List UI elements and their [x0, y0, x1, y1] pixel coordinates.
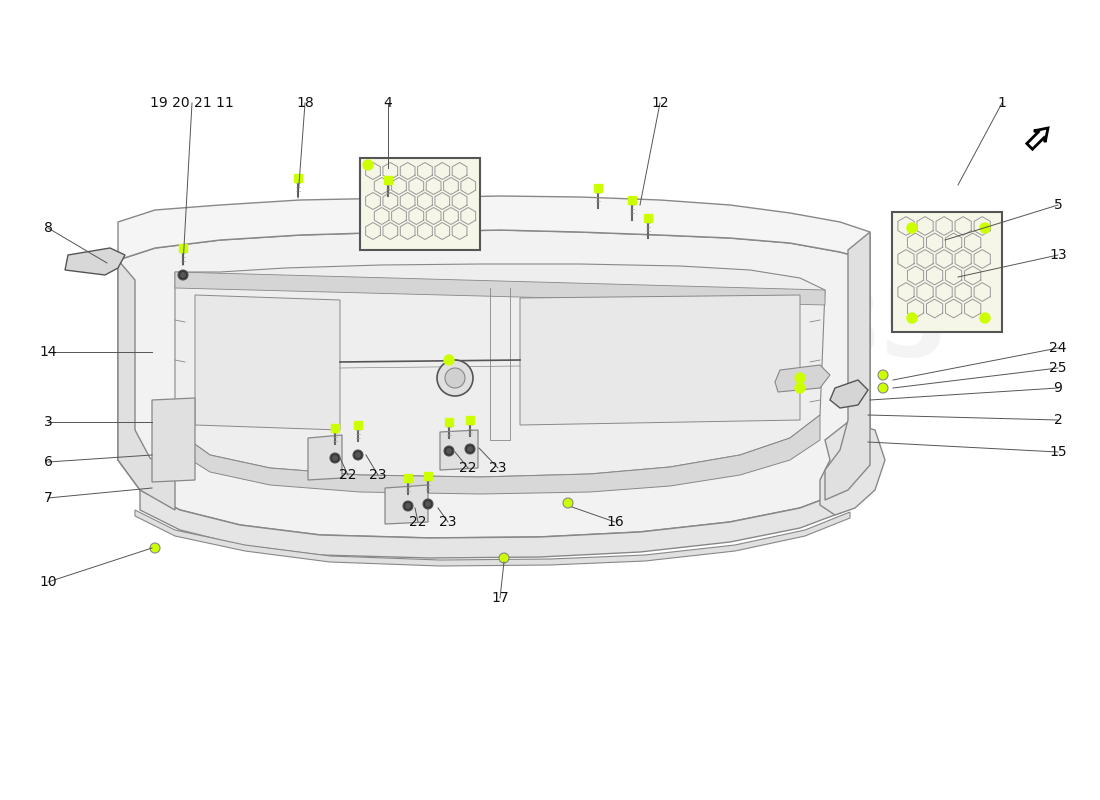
Text: 8: 8: [44, 221, 53, 235]
Text: 18: 18: [296, 96, 314, 110]
Polygon shape: [440, 430, 478, 470]
Text: 12: 12: [651, 96, 669, 110]
Text: 22: 22: [339, 468, 356, 482]
Polygon shape: [65, 248, 125, 275]
Polygon shape: [195, 295, 340, 430]
Polygon shape: [776, 365, 830, 392]
Polygon shape: [825, 232, 870, 500]
Circle shape: [403, 501, 412, 511]
Polygon shape: [830, 380, 868, 408]
Text: 2: 2: [1054, 413, 1063, 427]
Text: 7: 7: [44, 491, 53, 505]
Text: 22: 22: [409, 515, 427, 529]
Text: 19 20 21 11: 19 20 21 11: [150, 96, 234, 110]
Circle shape: [150, 543, 160, 553]
Circle shape: [444, 446, 454, 456]
Circle shape: [499, 553, 509, 563]
Circle shape: [563, 498, 573, 508]
Text: 6: 6: [44, 455, 53, 469]
Bar: [446, 418, 453, 426]
Circle shape: [980, 313, 990, 323]
Text: 23: 23: [439, 515, 456, 529]
Text: 10: 10: [40, 575, 57, 589]
Text: 16: 16: [606, 515, 624, 529]
Text: 13: 13: [1049, 248, 1067, 262]
Circle shape: [355, 452, 361, 458]
Polygon shape: [152, 398, 195, 482]
Circle shape: [330, 453, 340, 463]
Circle shape: [446, 448, 452, 454]
Text: 22: 22: [460, 461, 476, 475]
Text: a passion for parts since 85: a passion for parts since 85: [408, 477, 772, 503]
Circle shape: [908, 223, 917, 233]
Text: europ  ces: europ ces: [376, 383, 823, 457]
Circle shape: [437, 360, 473, 396]
Circle shape: [878, 383, 888, 393]
Circle shape: [332, 455, 338, 461]
Polygon shape: [520, 295, 800, 425]
Bar: [331, 424, 339, 432]
Circle shape: [424, 499, 433, 509]
Text: 23: 23: [490, 461, 507, 475]
Text: 3: 3: [44, 415, 53, 429]
Circle shape: [795, 383, 805, 393]
Polygon shape: [175, 415, 819, 494]
Circle shape: [425, 501, 431, 507]
Polygon shape: [820, 422, 886, 515]
Polygon shape: [118, 196, 870, 260]
Circle shape: [180, 272, 186, 278]
Circle shape: [444, 355, 454, 365]
Bar: [404, 474, 412, 482]
Bar: [294, 174, 302, 182]
Circle shape: [795, 373, 805, 383]
Polygon shape: [175, 272, 825, 305]
Polygon shape: [308, 435, 342, 480]
Text: 4: 4: [384, 96, 393, 110]
Circle shape: [353, 450, 363, 460]
Text: 85: 85: [813, 283, 947, 377]
Polygon shape: [140, 490, 848, 558]
Text: 17: 17: [492, 591, 509, 605]
Text: 25: 25: [1049, 361, 1067, 375]
Bar: [644, 214, 652, 222]
Text: 1: 1: [998, 96, 1006, 110]
Circle shape: [446, 368, 465, 388]
Circle shape: [468, 446, 473, 452]
Polygon shape: [385, 485, 428, 524]
Polygon shape: [118, 260, 175, 510]
Polygon shape: [892, 212, 1002, 332]
Text: 24: 24: [1049, 341, 1067, 355]
Bar: [628, 196, 636, 204]
Bar: [384, 176, 392, 184]
Text: 15: 15: [1049, 445, 1067, 459]
Polygon shape: [118, 230, 870, 538]
Text: 23: 23: [370, 468, 387, 482]
Text: 14: 14: [40, 345, 57, 359]
Polygon shape: [135, 510, 850, 566]
Text: 9: 9: [1054, 381, 1063, 395]
Bar: [594, 184, 602, 192]
Circle shape: [908, 313, 917, 323]
Bar: [466, 416, 474, 424]
Bar: [354, 421, 362, 429]
Circle shape: [405, 503, 411, 509]
Bar: [424, 472, 432, 480]
Circle shape: [878, 370, 888, 380]
Text: 5: 5: [1054, 198, 1063, 212]
Circle shape: [178, 270, 188, 280]
Circle shape: [980, 223, 990, 233]
Circle shape: [465, 444, 475, 454]
Polygon shape: [360, 158, 480, 250]
Polygon shape: [175, 264, 825, 477]
Bar: [179, 244, 187, 252]
Circle shape: [363, 160, 373, 170]
